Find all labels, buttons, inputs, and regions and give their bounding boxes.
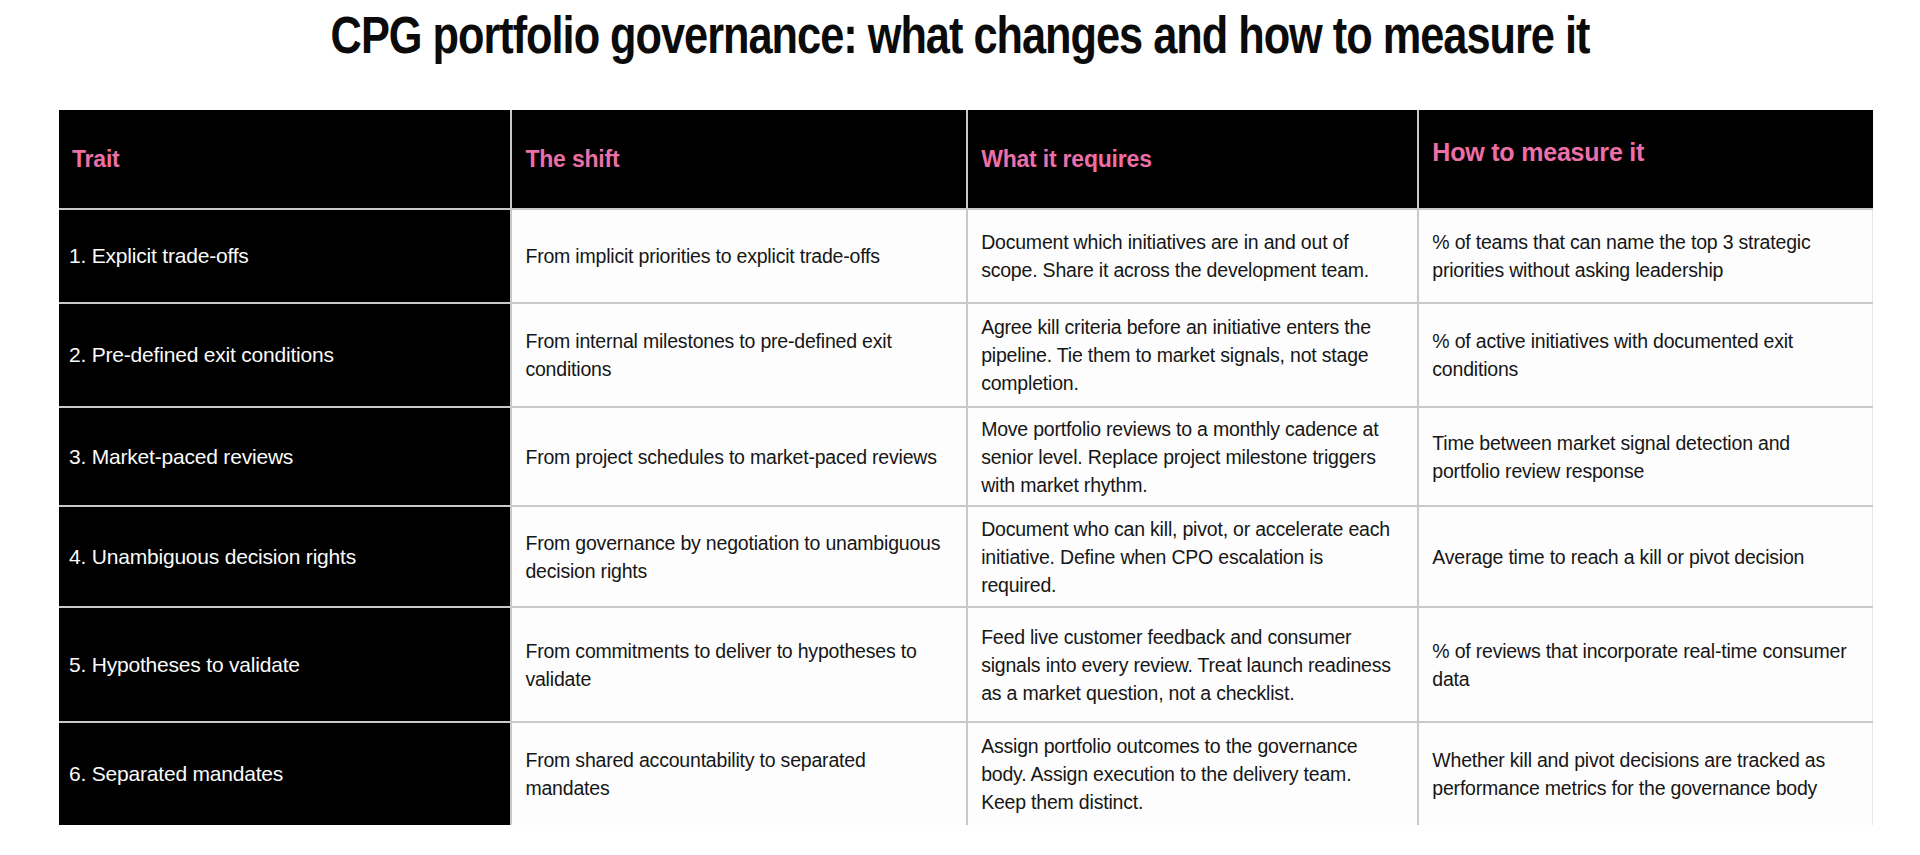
column-header-shift: The shift	[512, 110, 966, 208]
shift-cell: From implicit priorities to explicit tra…	[512, 210, 966, 302]
measure-cell: Time between market signal detection and…	[1419, 408, 1873, 505]
measure-cell: Average time to reach a kill or pivot de…	[1419, 507, 1873, 606]
measure-cell: % of teams that can name the top 3 strat…	[1419, 210, 1873, 302]
trait-cell: 4. Unambiguous decision rights	[59, 507, 510, 606]
trait-cell: 5. Hypotheses to validate	[59, 608, 510, 721]
requires-cell: Document who can kill, pivot, or acceler…	[968, 507, 1417, 606]
page-title: CPG portfolio governance: what changes a…	[144, 6, 1776, 65]
column-header-requires: What it requires	[968, 110, 1417, 208]
shift-cell: From project schedules to market-paced r…	[512, 408, 966, 505]
measure-cell: Whether kill and pivot decisions are tra…	[1419, 723, 1873, 825]
measure-cell: % of reviews that incorporate real-time …	[1419, 608, 1873, 721]
shift-cell: From internal milestones to pre-defined …	[512, 304, 966, 406]
requires-cell: Assign portfolio outcomes to the governa…	[968, 723, 1417, 825]
trait-cell: 3. Market-paced reviews	[59, 408, 510, 505]
requires-cell: Move portfolio reviews to a monthly cade…	[968, 408, 1417, 505]
trait-cell: 6. Separated mandates	[59, 723, 510, 825]
requires-cell: Document which initiatives are in and ou…	[968, 210, 1417, 302]
column-header-trait: Trait	[59, 110, 510, 208]
trait-cell: 2. Pre-defined exit conditions	[59, 304, 510, 406]
shift-cell: From commitments to deliver to hypothese…	[512, 608, 966, 721]
governance-table: Trait The shift What it requires How to …	[59, 110, 1873, 825]
measure-cell: % of active initiatives with documented …	[1419, 304, 1873, 406]
page: CPG portfolio governance: what changes a…	[0, 0, 1920, 855]
shift-cell: From shared accountability to separated …	[512, 723, 966, 825]
requires-cell: Feed live customer feedback and consumer…	[968, 608, 1417, 721]
trait-cell: 1. Explicit trade-offs	[59, 210, 510, 302]
column-header-measure: How to measure it	[1419, 110, 1873, 208]
shift-cell: From governance by negotiation to unambi…	[512, 507, 966, 606]
requires-cell: Agree kill criteria before an initiative…	[968, 304, 1417, 406]
